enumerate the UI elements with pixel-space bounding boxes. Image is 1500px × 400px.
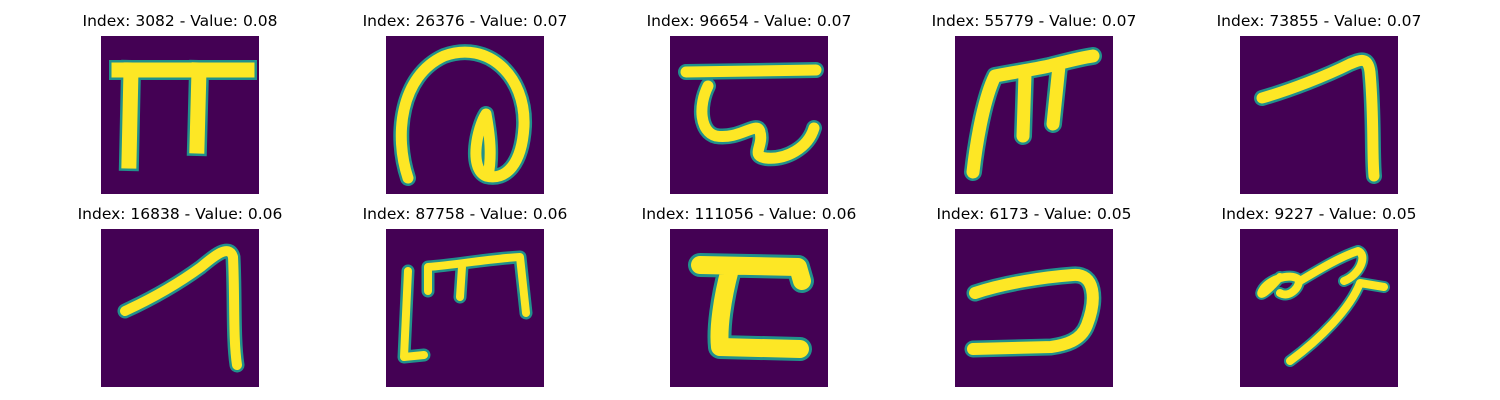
panel-title: Index: 9227 - Value: 0.05 [1221, 205, 1417, 223]
glyph-image [386, 229, 544, 387]
glyph-image [670, 36, 828, 194]
panel-title: Index: 87758 - Value: 0.06 [362, 205, 568, 223]
glyph-image [1240, 36, 1398, 194]
glyph-image [101, 229, 259, 387]
glyph-image [955, 229, 1113, 387]
glyph-image [1240, 229, 1398, 387]
panel-title: Index: 16838 - Value: 0.06 [77, 205, 283, 223]
panel-title: Index: 111056 - Value: 0.06 [641, 205, 857, 223]
panel-title: Index: 3082 - Value: 0.08 [82, 12, 278, 30]
glyph-image [955, 36, 1113, 194]
panel-title: Index: 55779 - Value: 0.07 [931, 12, 1137, 30]
glyph-image [670, 229, 828, 387]
glyph-image [101, 36, 259, 194]
panel-title: Index: 73855 - Value: 0.07 [1216, 12, 1422, 30]
glyph-image [386, 36, 544, 194]
panel-title: Index: 6173 - Value: 0.05 [936, 205, 1132, 223]
panel-title: Index: 26376 - Value: 0.07 [362, 12, 568, 30]
panel-title: Index: 96654 - Value: 0.07 [646, 12, 852, 30]
